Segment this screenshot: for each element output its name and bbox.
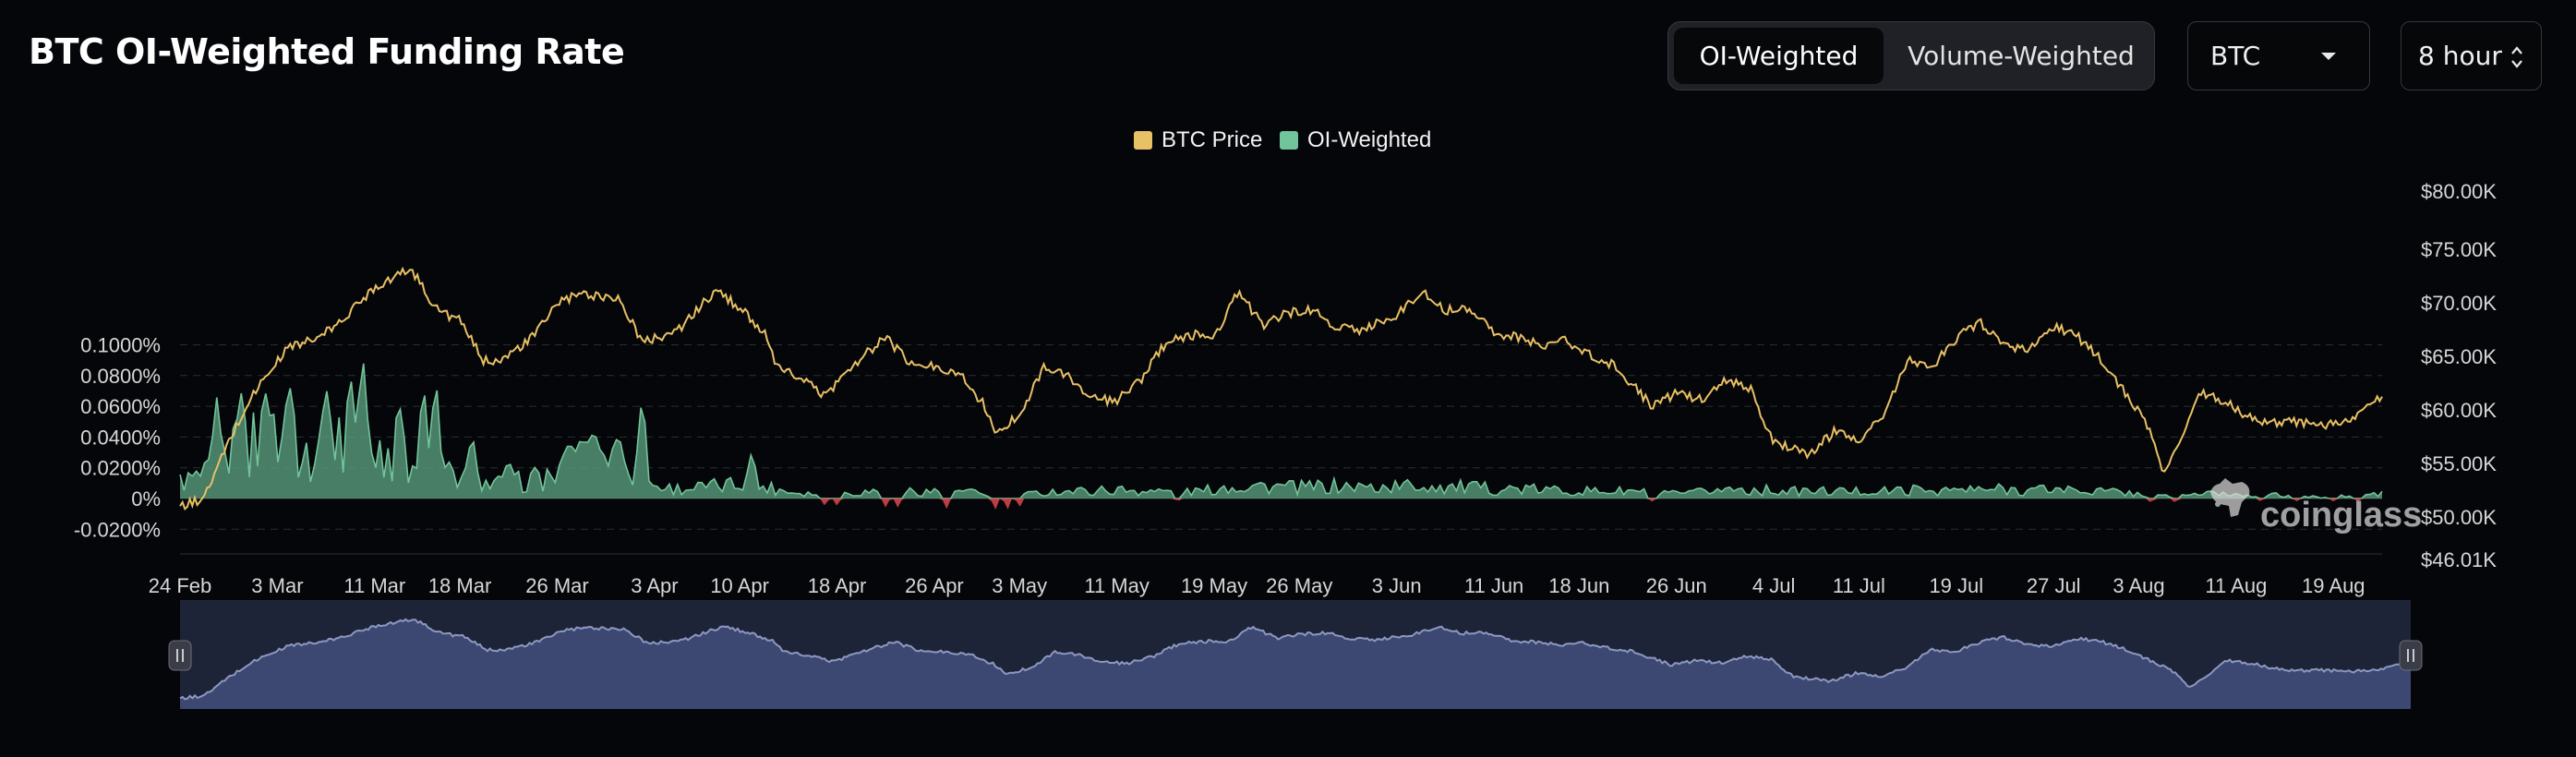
legend-item-oi-weighted[interactable]: OI-Weighted <box>1280 126 1431 154</box>
y-right-tick-label: $46.01K <box>2421 548 2497 571</box>
coin-select-value: BTC <box>2210 41 2261 71</box>
navigator-line <box>179 618 2412 701</box>
x-tick-label: 11 Jul <box>1833 574 1885 597</box>
x-tick-label: 26 Apr <box>905 574 964 597</box>
x-axis: 24 Feb 3 Mar 11 Mar 18 Mar 26 Mar 3 Apr 10 Apr… <box>149 574 2365 597</box>
right-axis: $80.00K $75.00K $70.00K $65.00K $60.00K $55.0… <box>2421 180 2497 571</box>
oi-weighted-series <box>179 363 2383 510</box>
coinglass-watermark: coinglass <box>2210 478 2422 535</box>
x-tick-label: 18 Jun <box>1548 574 1609 597</box>
funding-negative-area <box>180 499 2382 510</box>
up-down-arrows-icon <box>2511 46 2522 68</box>
x-tick-label: 11 May <box>1084 574 1150 597</box>
x-tick-label: 26 Jun <box>1646 574 1707 597</box>
x-tick-label: 11 Aug <box>2205 574 2267 597</box>
watermark-text: coinglass <box>2260 496 2422 535</box>
y-right-tick-label: $80.00K <box>2421 180 2497 203</box>
x-tick-label: 3 Apr <box>631 574 678 597</box>
left-axis: 0.1000% 0.0800% 0.0600% 0.0400% 0.0200% 0% -0.… <box>74 334 161 542</box>
y-right-tick-label: $75.00K <box>2421 238 2497 261</box>
tab-volume-weighted[interactable]: Volume-Weighted <box>1908 41 2135 71</box>
interval-select[interactable]: 8 hour <box>2401 21 2542 90</box>
legend-label-oi-weighted: OI-Weighted <box>1307 127 1432 152</box>
navigator-area <box>180 619 2411 709</box>
tab-oi-weighted[interactable]: OI-Weighted <box>1674 28 1884 84</box>
coinglass-logo-icon <box>2210 478 2250 517</box>
y-left-tick-label: 0.1000% <box>80 334 161 357</box>
x-tick-label: 4 Jul <box>1752 574 1795 597</box>
x-tick-label: 11 Jun <box>1464 574 1523 597</box>
btc-price-line <box>179 266 2383 511</box>
x-tick-label: 10 Apr <box>710 574 769 597</box>
legend-label-btc-price: BTC Price <box>1162 127 1263 152</box>
y-right-tick-label: $50.00K <box>2421 506 2497 529</box>
x-tick-label: 24 Feb <box>149 574 212 597</box>
x-tick-label: 3 May <box>992 574 1047 597</box>
x-tick-label: 27 Jul <box>2027 574 2081 597</box>
chevron-down-icon <box>2321 53 2336 60</box>
legend-item-btc-price[interactable]: BTC Price <box>1134 126 1262 154</box>
legend-swatch-btc-price <box>1134 131 1152 150</box>
x-tick-label: 18 Mar <box>428 574 491 597</box>
x-tick-label: 26 Mar <box>525 574 588 597</box>
grid-lines <box>180 344 2382 555</box>
y-left-tick-label: -0.0200% <box>74 518 161 541</box>
y-left-tick-label: 0.0600% <box>80 395 161 418</box>
x-tick-label: 19 Jul <box>1929 574 1983 597</box>
coin-select[interactable]: BTC <box>2187 21 2370 90</box>
x-tick-label: 19 Aug <box>2302 574 2365 597</box>
interval-select-value: 8 hour <box>2418 41 2502 71</box>
x-tick-label: 18 Apr <box>808 574 867 597</box>
legend-swatch-oi-weighted <box>1280 131 1298 150</box>
page-title: BTC OI-Weighted Funding Rate <box>29 31 625 72</box>
y-left-tick-label: 0% <box>131 487 161 511</box>
y-right-tick-label: $60.00K <box>2421 399 2497 422</box>
y-left-tick-label: 0.0800% <box>80 365 161 388</box>
weighting-toggle: OI-Weighted Volume-Weighted <box>1667 21 2155 90</box>
y-left-tick-label: 0.0400% <box>80 426 161 449</box>
btc-price-series <box>179 266 2383 511</box>
range-navigator[interactable] <box>168 600 2423 709</box>
x-tick-label: 3 Mar <box>251 574 303 597</box>
x-tick-label: 3 Aug <box>2113 574 2164 597</box>
x-tick-label: 19 May <box>1181 574 1247 597</box>
x-tick-label: 11 Mar <box>343 574 405 597</box>
y-right-tick-label: $55.00K <box>2421 452 2497 475</box>
funding-positive-line <box>179 363 2383 499</box>
x-tick-label: 26 May <box>1266 574 1332 597</box>
y-right-tick-label: $65.00K <box>2421 345 2497 368</box>
x-tick-label: 3 Jun <box>1372 574 1422 597</box>
navigator-handle-left[interactable] <box>168 640 192 671</box>
navigator-handle-right[interactable] <box>2399 640 2423 671</box>
y-left-tick-label: 0.0200% <box>80 457 161 480</box>
y-right-tick-label: $70.00K <box>2421 292 2497 315</box>
funding-positive-area <box>180 363 2382 499</box>
